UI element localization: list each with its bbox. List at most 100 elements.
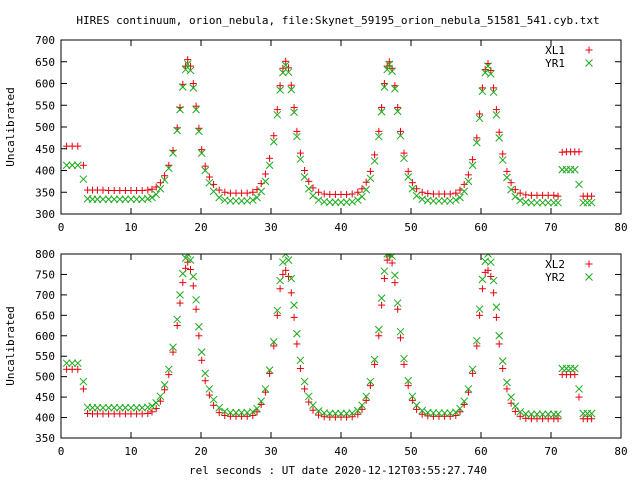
data-point — [282, 266, 290, 274]
data-point — [498, 156, 507, 164]
data-point — [380, 267, 389, 276]
data-point — [575, 393, 583, 401]
bottom-x-tick-label: 80 — [614, 445, 627, 458]
data-point — [473, 134, 481, 142]
data-point — [408, 179, 416, 187]
data-point — [354, 188, 362, 196]
data-point — [544, 410, 553, 419]
data-point — [472, 138, 481, 147]
data-point — [257, 187, 266, 196]
data-point — [388, 254, 396, 260]
data-point — [533, 198, 541, 207]
data-point — [456, 193, 464, 202]
bottom-y-tick-label: 600 — [35, 330, 55, 343]
data-point — [148, 193, 156, 202]
data-point — [205, 385, 214, 393]
top-y-tick-label: 450 — [35, 143, 55, 156]
data-point — [296, 155, 305, 164]
data-point — [366, 382, 374, 390]
data-point — [68, 161, 77, 170]
data-point — [296, 356, 305, 365]
data-point — [380, 83, 389, 91]
top-plot-frame — [60, 39, 622, 215]
data-point — [215, 403, 224, 412]
data-point — [104, 195, 113, 204]
data-point — [79, 377, 88, 386]
data-point — [293, 132, 301, 141]
data-point — [160, 380, 169, 389]
data-point — [276, 86, 284, 94]
bottom-x-tick-label: 60 — [474, 445, 487, 458]
data-point — [305, 398, 313, 406]
data-point — [554, 192, 562, 200]
data-point — [370, 355, 379, 364]
data-point — [192, 305, 200, 313]
data-point — [354, 410, 362, 418]
data-point — [261, 170, 269, 178]
data-point — [388, 67, 396, 76]
chart-title: HIRES continuum, orion_nebula, file:Skyn… — [76, 14, 599, 27]
bottom-x-tick-label: 10 — [124, 445, 137, 458]
data-point — [265, 366, 274, 374]
data-point — [164, 365, 173, 374]
data-point — [296, 149, 304, 157]
data-point — [287, 81, 295, 89]
data-point — [429, 409, 438, 417]
data-point — [460, 397, 469, 406]
bottom-y-tick-label: 400 — [35, 412, 55, 425]
data-point — [452, 189, 460, 197]
data-point — [391, 279, 399, 287]
data-point — [371, 151, 379, 159]
data-point — [366, 377, 375, 386]
data-point — [478, 285, 486, 293]
data-point — [201, 162, 209, 170]
data-point — [99, 195, 107, 204]
data-point — [287, 274, 296, 283]
top-x-tick-label: 70 — [544, 221, 557, 234]
data-point — [571, 371, 579, 379]
data-point — [358, 401, 366, 410]
data-point — [314, 407, 323, 415]
legend-label-yr2: YR2 — [545, 271, 565, 284]
bottom-y-axis-label: Uncalibrated — [4, 306, 17, 385]
data-point — [353, 196, 362, 204]
top-y-tick-label: 650 — [35, 56, 55, 69]
data-point — [492, 303, 501, 312]
data-point — [215, 186, 223, 194]
data-point — [243, 189, 251, 197]
data-point — [209, 187, 218, 196]
data-point — [575, 385, 583, 393]
data-point — [378, 103, 386, 111]
data-point — [79, 175, 88, 184]
data-point — [554, 198, 562, 207]
data-point — [143, 194, 152, 203]
data-point — [261, 177, 270, 186]
data-point — [492, 106, 500, 114]
data-point — [375, 332, 383, 340]
data-point — [516, 196, 525, 205]
data-point — [404, 167, 412, 175]
data-point — [337, 409, 345, 418]
data-point — [391, 271, 399, 280]
data-point — [495, 134, 504, 142]
data-point — [161, 386, 169, 394]
data-point — [587, 198, 596, 207]
data-point — [362, 396, 370, 404]
data-point — [435, 197, 443, 205]
data-point — [507, 399, 515, 407]
data-point — [201, 369, 210, 378]
data-point — [325, 409, 334, 418]
data-point — [195, 332, 203, 340]
data-point — [221, 188, 229, 196]
bottom-x-tick-label: 70 — [544, 445, 557, 458]
data-point — [412, 191, 421, 200]
data-point — [160, 176, 169, 184]
data-point — [253, 408, 261, 416]
data-point — [178, 269, 187, 278]
data-point — [533, 410, 541, 419]
data-point — [197, 348, 206, 356]
data-point — [353, 406, 362, 415]
data-point — [314, 196, 323, 204]
data-point — [169, 343, 177, 352]
